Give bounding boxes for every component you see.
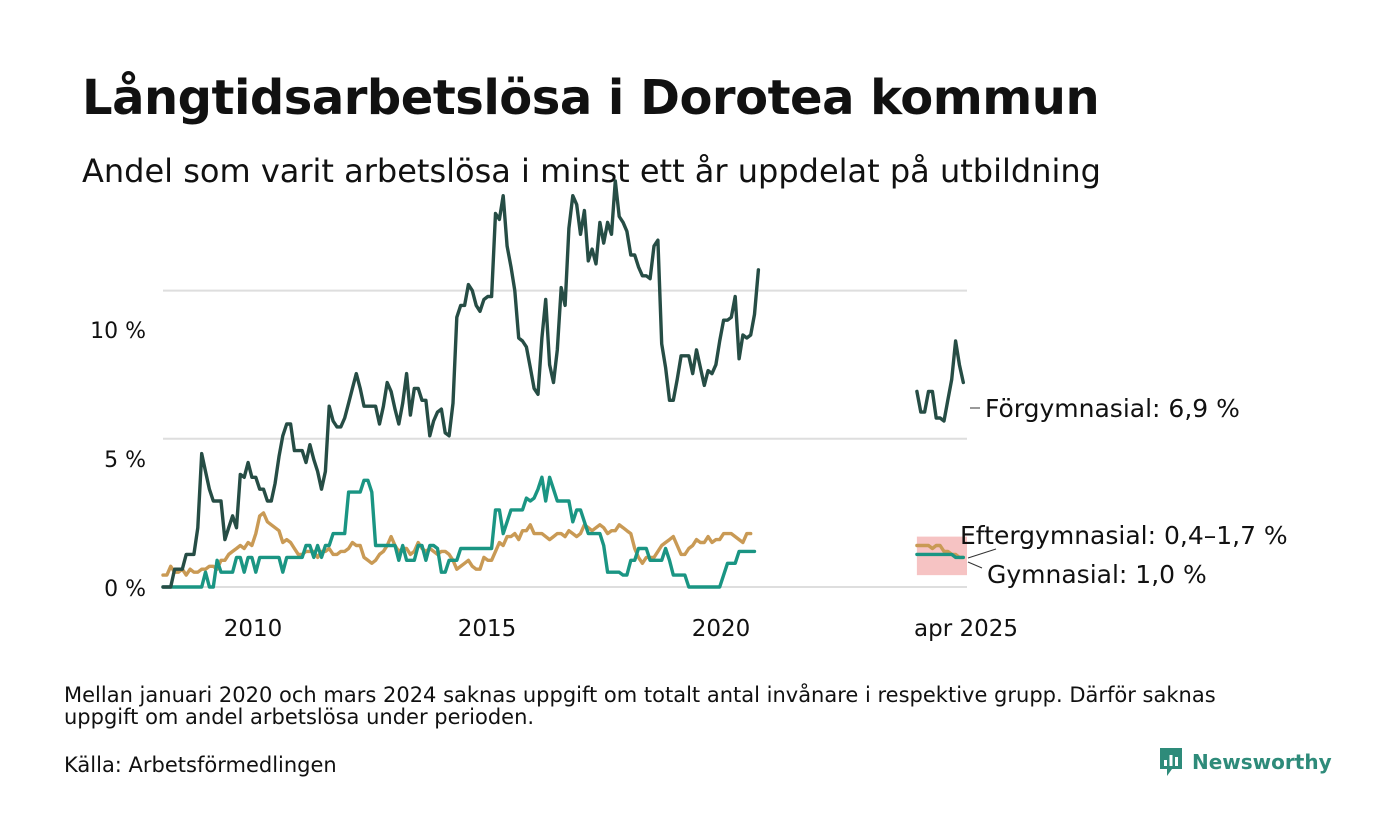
- leader-line-eftergymnasial: [967, 548, 997, 559]
- series-line-eftergymnasial: [161, 511, 753, 577]
- series-lines: [161, 179, 965, 589]
- leader-line-gymnasial: [967, 561, 983, 569]
- series-line-eftergymnasial: [915, 543, 965, 560]
- end-label-eftergymnasial: Eftergymnasial: 0,4–1,7 %: [960, 521, 1288, 550]
- series-line-förgymnasial: [161, 179, 761, 589]
- footnote: Mellan januari 2020 och mars 2024 saknas…: [64, 683, 1216, 729]
- y-tick-label: 5 %: [104, 448, 146, 473]
- brand-name: Newsworthy: [1192, 750, 1332, 774]
- end-labels: Förgymnasial: 6,9 % Eftergymnasial: 0,4–…: [960, 394, 1288, 589]
- x-tick-label: 2020: [692, 616, 751, 642]
- x-tick-label: 2010: [224, 616, 283, 642]
- source-note: Källa: Arbetsförmedlingen: [64, 753, 337, 777]
- newsworthy-brand[interactable]: Newsworthy: [1158, 746, 1332, 778]
- y-axis-ticks: 0 % 5 % 10 %: [90, 319, 146, 602]
- series-line-gymnasial: [161, 475, 757, 589]
- y-tick-label: 0 %: [104, 577, 146, 602]
- x-tick-label: 2015: [458, 616, 517, 642]
- line-chart: 0 % 5 % 10 % 2010 2015 2020 apr 2025 För…: [90, 179, 1288, 642]
- series-line-gymnasial: [915, 552, 965, 560]
- newsworthy-logo-icon: [1160, 748, 1182, 776]
- chart-title: Långtidsarbetslösa i Dorotea kommun: [82, 70, 1100, 126]
- x-tick-label: apr 2025: [914, 616, 1018, 642]
- end-label-gymnasial: Gymnasial: 1,0 %: [987, 560, 1207, 589]
- series-line-förgymnasial: [915, 339, 965, 423]
- x-axis-ticks: 2010 2015 2020 apr 2025: [224, 616, 1018, 642]
- end-label-forgymnasial: Förgymnasial: 6,9 %: [985, 394, 1240, 423]
- chart-subtitle: Andel som varit arbetslösa i minst ett å…: [82, 152, 1101, 190]
- y-tick-label: 10 %: [90, 319, 146, 344]
